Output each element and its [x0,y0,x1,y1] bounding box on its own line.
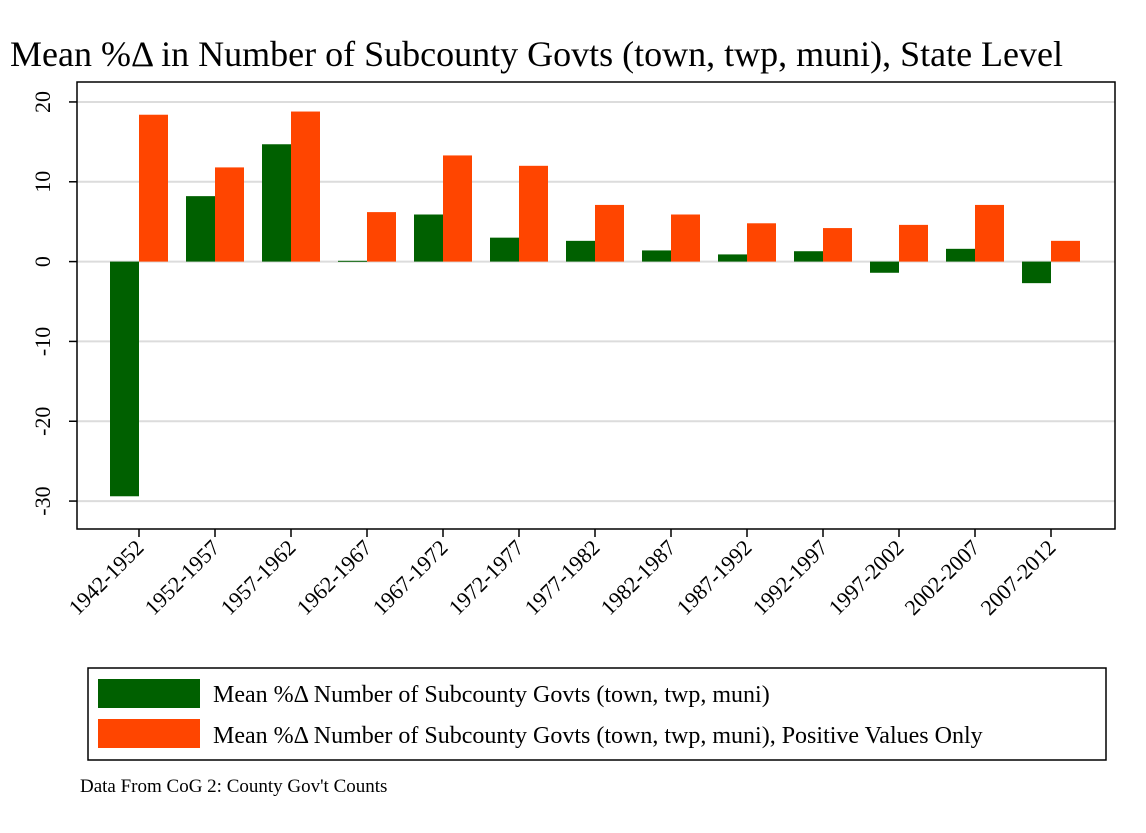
chart-title: Mean %Δ in Number of Subcounty Govts (to… [10,34,1063,74]
gridlines [77,100,1115,503]
x-axis: 1942-19521952-19571957-19621962-19671967… [63,529,1061,620]
x-tick-label-4: 1967-1972 [367,535,452,620]
bar-series-1-1942-1952 [139,114,168,262]
bar-series-1-2002-2007 [975,204,1004,262]
bar-series-0-1972-1977 [490,237,519,262]
x-tick-label-12: 2007-2012 [975,535,1060,620]
x-tick-label-10: 1997-2002 [823,535,908,620]
x-tick-label-1: 1952-1957 [139,535,224,620]
y-tick-label-4: 10 [30,171,55,193]
bar-series-1-1967-1972 [443,155,472,262]
x-tick-label-9: 1992-1997 [747,535,832,620]
y-tick-label-3: 0 [30,256,55,267]
bar-series-0-1977-1982 [566,240,595,262]
bar-series-1-2007-2012 [1051,240,1080,262]
bar-series-0-1952-1957 [186,196,215,262]
bar-series-1-1987-1992 [747,223,776,262]
bar-series-1-1997-2002 [899,224,928,262]
bar-series-1-1977-1982 [595,204,624,262]
legend-box [87,667,1107,761]
legend-label-mean: Mean %Δ Number of Subcounty Govts (town,… [213,682,770,708]
x-tick-label-8: 1987-1992 [671,535,756,620]
bar-series-0-1942-1952 [110,261,139,497]
bar-series-0-1997-2002 [870,261,899,273]
y-axis: -30 -20 -10 0 10 20 [30,91,77,516]
legend-swatch-positive [98,719,200,748]
source-note: Data From CoG 2: County Gov't Counts [80,776,387,797]
bars [110,111,1080,497]
bar-series-1-1962-1967 [367,212,396,262]
bar-series-0-1957-1962 [262,144,291,262]
x-tick-label-11: 2002-2007 [899,535,984,620]
bar-series-0-2002-2007 [946,248,975,262]
x-tick-label-3: 1962-1967 [291,535,376,620]
bar-series-0-1967-1972 [414,214,443,262]
x-tick-label-6: 1977-1982 [519,535,604,620]
bar-series-1-1972-1977 [519,165,548,262]
x-tick-label-2: 1957-1962 [215,535,300,620]
y-tick-label-2: -10 [30,327,55,356]
bar-series-0-1982-1987 [642,250,671,262]
bar-series-0-1962-1967 [338,260,367,262]
plot-frame [76,81,1116,530]
bar-series-1-1992-1997 [823,228,852,262]
bar-series-1-1982-1987 [671,214,700,262]
legend-swatch-mean [98,679,200,708]
legend: Mean %Δ Number of Subcounty Govts (town,… [87,667,1107,761]
y-tick-label-5: 20 [30,91,55,113]
bar-series-0-1992-1997 [794,251,823,262]
bar-series-1-1957-1962 [291,111,320,262]
x-tick-label-7: 1982-1987 [595,535,680,620]
y-tick-label-1: -20 [30,407,55,436]
bar-series-1-1952-1957 [215,167,244,262]
bar-series-0-2007-2012 [1022,261,1051,284]
x-tick-label-0: 1942-1952 [63,535,148,620]
legend-label-positive: Mean %Δ Number of Subcounty Govts (town,… [213,723,983,749]
y-tick-label-0: -30 [30,486,55,515]
bar-series-0-1987-1992 [718,254,747,262]
x-tick-label-5: 1972-1977 [443,535,528,620]
